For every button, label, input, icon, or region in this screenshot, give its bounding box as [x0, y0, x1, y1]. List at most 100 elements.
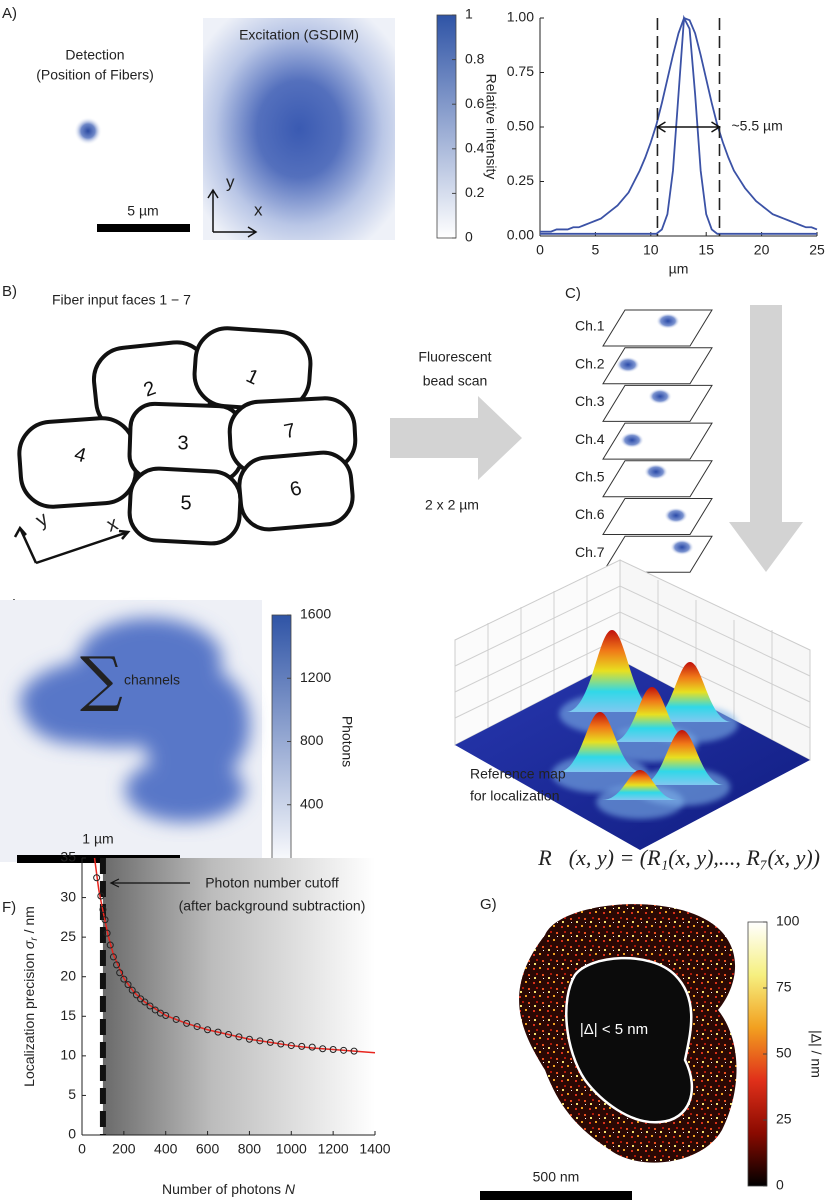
x-tick-label: 10: [643, 242, 659, 258]
annotation: Photon number cutoff: [205, 875, 339, 891]
x-tick-label: 1200: [318, 1141, 349, 1157]
reference-surface: [455, 560, 810, 850]
y-tick-label: 0: [68, 1126, 76, 1142]
fwhm-arrow: [657, 122, 719, 132]
sum-symbol: ∑: [80, 645, 123, 715]
channel-spot: [664, 508, 688, 524]
axis-label: y: [226, 172, 235, 191]
channel-label: Ch.4: [575, 431, 605, 447]
x-tick-label: 400: [154, 1141, 178, 1157]
x-tick-label: 0: [536, 242, 544, 258]
formula: R⃗(x, y) = (R₁(x, y),..., R₇(x, y)): [537, 845, 820, 870]
process-arrow: [390, 396, 522, 480]
colorbar-tick-label: 0: [776, 1177, 784, 1193]
fiber-title: Fiber input faces 1 − 7: [52, 292, 191, 308]
fiber-label: 5: [180, 492, 191, 514]
x-axis-label: Number of photons N: [162, 1181, 296, 1197]
channel-spot: [670, 539, 694, 555]
colorbar-tick-label: 25: [776, 1111, 792, 1127]
y-tick-label: 1.00: [507, 9, 534, 25]
y-tick-label: 5: [68, 1086, 76, 1102]
arrow-text: bead scan: [423, 373, 488, 389]
excitation-image: [203, 18, 395, 240]
x-tick-label: 1000: [276, 1141, 307, 1157]
figure: A) Detection (Position of Fibers) 5 µm E…: [0, 0, 829, 1200]
y-tick-label: 0.25: [507, 172, 534, 188]
scale-bar: [480, 1191, 632, 1200]
channel-spot: [644, 464, 668, 480]
panel-label: G): [480, 896, 497, 913]
colorbar-tick-label: 75: [776, 979, 792, 995]
colorbar-label: Photons: [339, 716, 355, 767]
channel-label: Ch.2: [575, 355, 605, 371]
x-axis-label-part: Number of photons: [162, 1181, 285, 1197]
colorbar-tick-label: 1600: [300, 606, 331, 622]
colorbar-tick-label: 400: [300, 795, 324, 811]
annotation: (after background subtraction): [179, 898, 366, 914]
excitation-title: Excitation (GSDIM): [239, 27, 359, 43]
channel-label: Ch.1: [575, 318, 605, 334]
y-tick-label: 30: [60, 888, 76, 904]
channel-label: Ch.3: [575, 393, 605, 409]
channel-label: Ch.6: [575, 506, 605, 522]
y-tick-label: 25: [60, 928, 76, 944]
colorbar-tick-label: 1: [465, 6, 473, 22]
colorbar-label: Relative intensity: [483, 74, 499, 180]
x-tick-label: 600: [196, 1141, 220, 1157]
x-tick-label: 800: [238, 1141, 262, 1157]
channel-spot: [620, 432, 644, 448]
scale-bar-label: 1 µm: [82, 831, 113, 847]
inner-label: |Δ| < 5 nm: [580, 1021, 648, 1038]
detection-spot: [74, 117, 102, 145]
x-tick-label: 15: [698, 242, 714, 258]
colorbar-tick-label: 0.8: [465, 50, 485, 66]
process-arrow: [729, 305, 803, 572]
axis-label: y: [32, 508, 52, 532]
detection-title: Detection: [65, 47, 124, 63]
panel-label: C): [565, 285, 581, 302]
sum-text: channels: [124, 672, 180, 688]
x-tick-label: 0: [78, 1141, 86, 1157]
colorbar-tick-label: 100: [776, 913, 800, 929]
y-axis-label-part: Localization precision: [21, 949, 37, 1087]
axis-label: x: [254, 200, 263, 219]
channel-label: Ch.5: [575, 469, 605, 485]
annotation: ~5.5 µm: [731, 118, 782, 134]
scale-bar: [97, 224, 190, 232]
panel-label: B): [2, 283, 17, 300]
colorbar-tick-label: 0.6: [465, 95, 485, 111]
arrow-text: Fluorescent: [418, 349, 491, 365]
colorbar-tick-label: 1200: [300, 669, 331, 685]
channel-spot: [656, 313, 680, 329]
channel-spot: [648, 388, 672, 404]
y-tick-label: 20: [60, 967, 76, 983]
colorbar-label: |Δ| / nm: [808, 1030, 824, 1078]
y-axis-label-part: / nm: [21, 906, 37, 937]
x-axis-label: µm: [669, 261, 689, 277]
colorbar-tick-label: 0.4: [465, 140, 485, 156]
colorbar-tick-label: 0.2: [465, 184, 485, 200]
x-tick-label: 200: [112, 1141, 136, 1157]
panel-label: A): [2, 5, 17, 22]
y-tick-label: 0.00: [507, 227, 534, 243]
detection-title: (Position of Fibers): [36, 67, 153, 83]
axis-label: x: [104, 513, 121, 537]
y-tick-label: 35: [60, 849, 76, 865]
x-tick-label: 25: [809, 242, 825, 258]
panel-label: F): [2, 899, 16, 916]
scale-bar-label: 5 µm: [127, 203, 158, 219]
x-tick-label: 5: [592, 242, 600, 258]
channel-label: Ch.7: [575, 544, 605, 560]
fiber-label: 3: [177, 432, 188, 454]
colorbar-tick-label: 50: [776, 1045, 792, 1061]
fiber-bundle: 1 2 3 4 5 6 7: [17, 326, 357, 545]
x-tick-label: 1400: [359, 1141, 390, 1157]
y-tick-label: 0.75: [507, 63, 534, 79]
colorbar-tick-label: 800: [300, 732, 324, 748]
colorbar: [437, 15, 456, 238]
y-tick-label: 15: [60, 1007, 76, 1023]
y-tick-label: 10: [60, 1047, 76, 1063]
y-tick-label: 0.50: [507, 118, 534, 134]
channel-plane: [603, 499, 712, 535]
channel-plane: [603, 423, 712, 459]
